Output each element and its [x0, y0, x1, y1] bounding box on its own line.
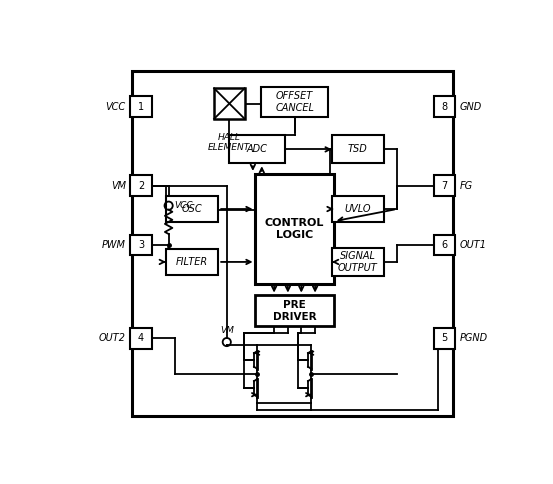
Text: 1: 1 [138, 102, 144, 111]
Text: HALL
ELEMENT: HALL ELEMENT [208, 133, 251, 152]
Text: ADC: ADC [247, 144, 268, 154]
Bar [262, 87, 328, 117]
Text: VCC: VCC [106, 102, 126, 111]
Bar [133, 71, 453, 416]
Text: SIGNAL
OUTPUT: SIGNAL OUTPUT [338, 251, 378, 273]
Bar [332, 136, 384, 164]
Bar [166, 196, 218, 223]
Bar [214, 88, 244, 119]
Text: OFFSET
CANCEL: OFFSET CANCEL [275, 91, 314, 113]
Text: OSC: OSC [182, 204, 202, 214]
Bar [131, 96, 152, 117]
Text: PWM: PWM [102, 240, 126, 250]
Bar [131, 328, 152, 348]
Bar [131, 175, 152, 196]
Bar [434, 235, 455, 256]
Text: VM: VM [220, 326, 234, 335]
Text: UVLO: UVLO [345, 204, 371, 214]
Text: 4: 4 [138, 333, 144, 343]
Bar [434, 328, 455, 348]
Text: TSD: TSD [348, 144, 368, 154]
Bar [434, 175, 455, 196]
Bar [166, 248, 218, 275]
Text: 6: 6 [441, 240, 447, 250]
Text: 3: 3 [138, 240, 144, 250]
Text: VCC: VCC [175, 201, 193, 210]
Text: OUT1: OUT1 [460, 240, 487, 250]
Text: 7: 7 [441, 181, 447, 191]
Bar [131, 235, 152, 256]
Text: PGND: PGND [460, 333, 488, 343]
Text: FILTER: FILTER [176, 257, 208, 267]
Text: GND: GND [460, 102, 482, 111]
Text: PRE
DRIVER: PRE DRIVER [273, 300, 316, 321]
Text: CONTROL
LOGIC: CONTROL LOGIC [265, 218, 324, 240]
Bar [332, 196, 384, 223]
Text: OUT2: OUT2 [99, 333, 126, 343]
Text: 8: 8 [441, 102, 447, 111]
Bar [255, 295, 333, 326]
Text: 2: 2 [138, 181, 144, 191]
Text: VM: VM [111, 181, 126, 191]
Bar [255, 174, 333, 284]
Text: FG: FG [460, 181, 473, 191]
Text: 5: 5 [441, 333, 447, 343]
Bar [229, 136, 285, 164]
Bar [332, 248, 384, 276]
Bar [434, 96, 455, 117]
